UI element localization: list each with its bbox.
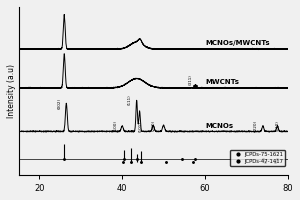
Text: (311): (311) [188,74,193,85]
Text: MCNOs: MCNOs [205,123,233,129]
Text: (002): (002) [57,98,62,109]
Text: (200): (200) [151,120,155,131]
Text: (101): (101) [139,121,143,132]
Legend: JCPDs-75-1621, JCPDs-47-1417: JCPDs-75-1621, JCPDs-47-1417 [230,150,285,166]
Text: (111): (111) [128,95,132,105]
Text: MCNOs/MWCNTs: MCNOs/MWCNTs [205,40,270,46]
Text: (220): (220) [254,120,258,131]
Text: (100): (100) [113,120,117,131]
Text: (110): (110) [275,120,280,131]
Y-axis label: Intensity (a.u): Intensity (a.u) [7,64,16,118]
Text: MWCNTs: MWCNTs [205,79,239,85]
